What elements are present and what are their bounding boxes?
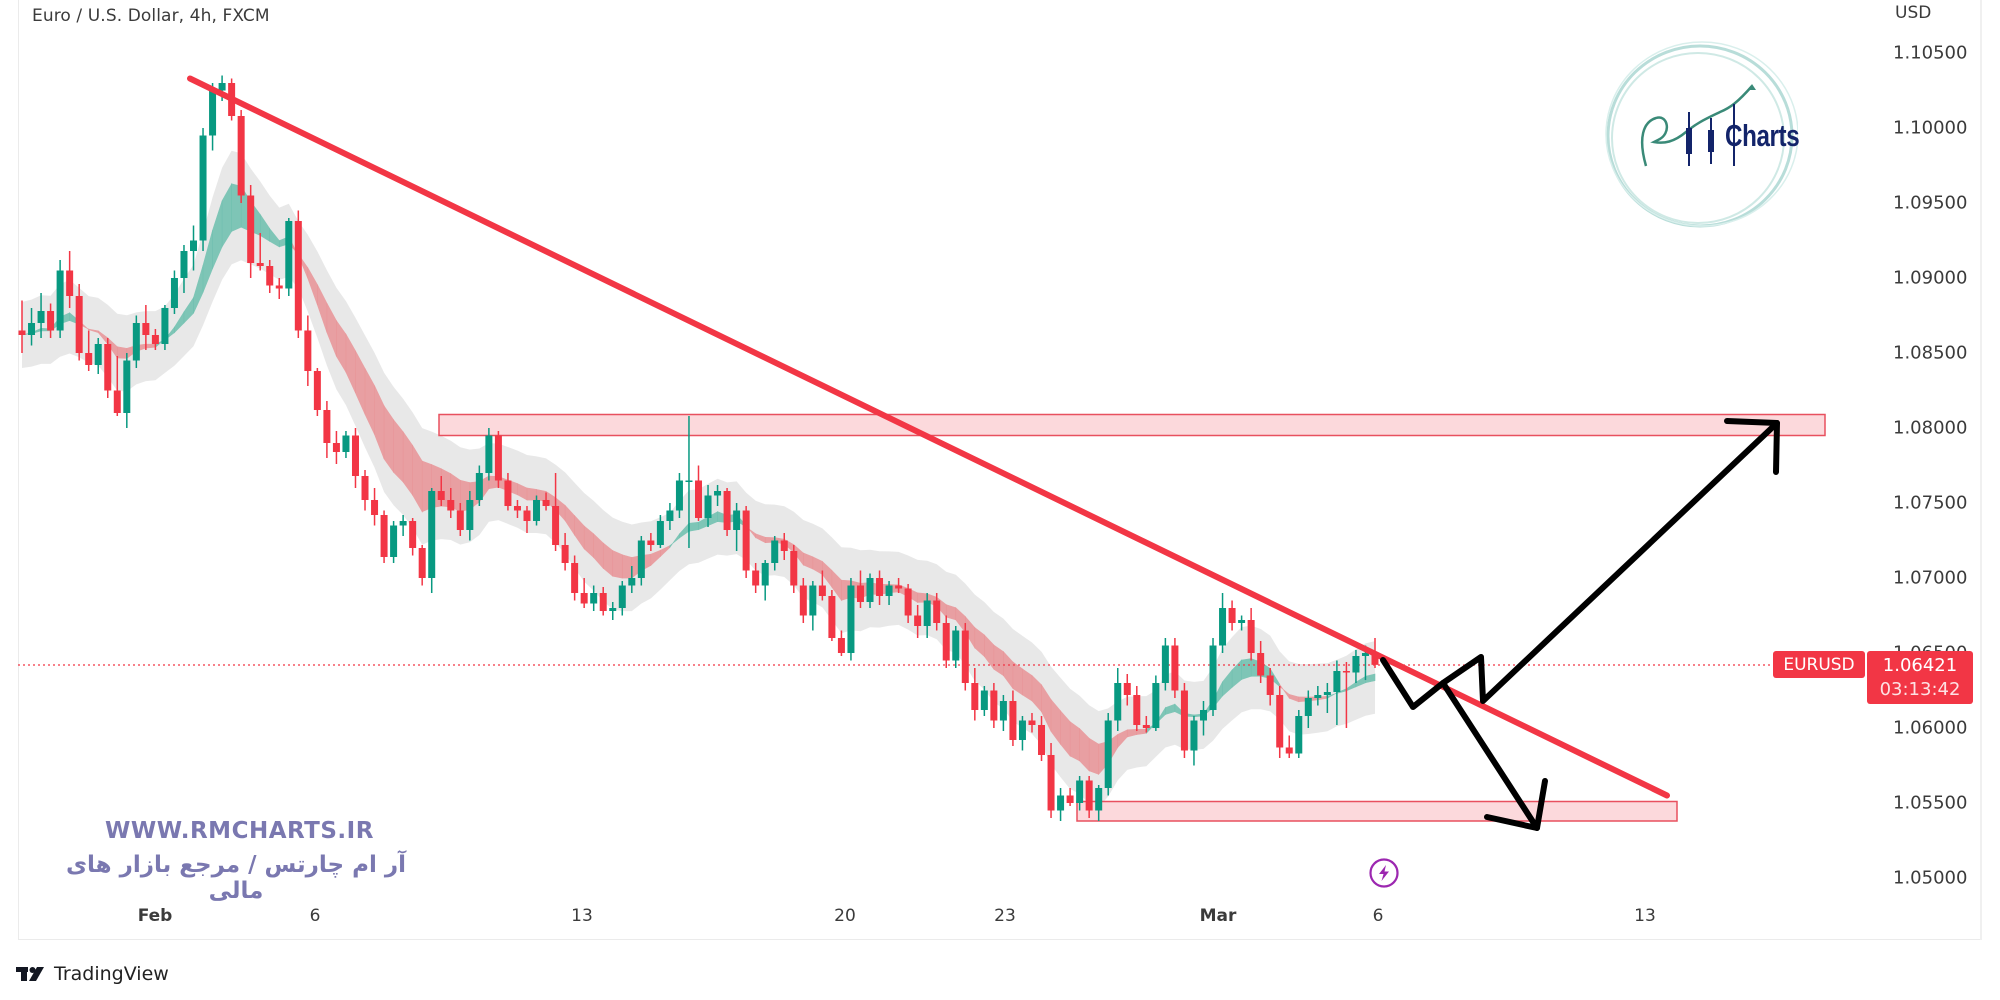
events-button[interactable]	[1368, 857, 1400, 889]
last-price-tag: 1.06421 03:13:42	[1867, 651, 1973, 704]
symbol-tag: EURUSD	[1773, 651, 1865, 678]
chart-pane[interactable]	[18, 0, 1980, 940]
price-tick: 1.06000	[1893, 717, 1968, 739]
scenario-arrows[interactable]	[1380, 418, 1780, 831]
lightning-icon	[1369, 858, 1399, 888]
currency-label: USD	[1895, 3, 1932, 23]
tradingview-brand[interactable]: TradingView	[16, 963, 169, 985]
price-tick: 1.09000	[1893, 267, 1968, 289]
bar-countdown: 03:13:42	[1879, 678, 1961, 700]
date-tick: 6	[309, 906, 321, 926]
logo-circle-icon	[1605, 41, 1799, 228]
resistance-zone[interactable]	[438, 413, 1826, 437]
logo-text: Charts	[1725, 118, 1800, 153]
price-tick: 1.07000	[1893, 567, 1968, 589]
date-tick: 13	[1634, 906, 1656, 926]
watermark-persian-text: آر ام چارتس / مرجع بازار های مالی	[65, 852, 407, 904]
price-tick: 1.07500	[1893, 492, 1968, 514]
tradingview-label: TradingView	[54, 963, 169, 985]
bullish-arrowhead-icon	[1724, 418, 1780, 475]
price-tick: 1.09500	[1893, 192, 1968, 214]
price-tick: 1.08500	[1893, 342, 1968, 364]
price-tick: 1.05500	[1893, 792, 1968, 814]
price-tick: 1.05000	[1893, 867, 1968, 889]
last-price-value: 1.06421	[1882, 654, 1958, 676]
date-tick: 6	[1372, 906, 1384, 926]
bullish-scenario-arrow	[1440, 420, 1780, 704]
watermark-url: WWW.RMCHARTS.IR	[105, 818, 374, 844]
descending-trendline[interactable]	[187, 75, 1670, 799]
bearish-scenario-arrow	[1380, 657, 1540, 831]
price-tick: 1.10000	[1893, 117, 1968, 139]
bearish-arrowhead-icon	[1484, 778, 1548, 831]
rmcharts-logo	[1598, 38, 1799, 234]
chart-title: Euro / U.S. Dollar, 4h, FXCM	[32, 6, 270, 26]
support-zone[interactable]	[1076, 800, 1678, 822]
date-tick: 23	[994, 906, 1016, 926]
date-tick: Feb	[137, 906, 173, 926]
date-tick: Mar	[1199, 906, 1237, 926]
price-axis-separator	[1980, 0, 1982, 940]
date-tick: 13	[571, 906, 593, 926]
price-tick: 1.10500	[1893, 42, 1968, 64]
price-tick: 1.08000	[1893, 417, 1968, 439]
candles	[18, 75, 1379, 821]
tradingview-logo-icon	[16, 967, 44, 981]
date-tick: 20	[834, 906, 856, 926]
